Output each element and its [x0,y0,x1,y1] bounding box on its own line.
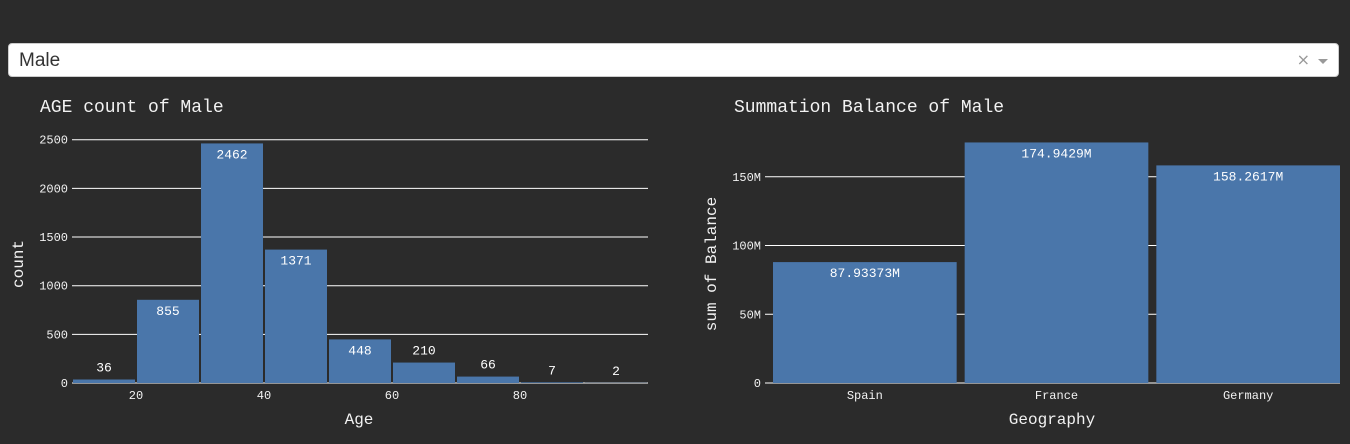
y-tick-label: 100M [732,240,761,254]
dropdown-selected-value: Male [19,50,61,71]
bar-value-label: 210 [412,344,435,359]
age-bar[interactable] [457,376,519,383]
age-bar[interactable] [137,299,199,383]
x-axis-title: Age [345,411,374,429]
y-axis-title: count [10,240,28,288]
age-count-chart: AGE count of Male Age count 36 855 2462 137… [10,98,648,429]
y-tick-label: 2500 [39,134,68,148]
age-bar[interactable] [265,249,327,383]
chevron-down-icon[interactable] [1318,59,1328,64]
bar-value-label: 2462 [216,147,247,162]
bar-value-label: 855 [156,304,179,319]
chart-title: AGE count of Male [40,98,224,118]
bar-value-label: 7 [548,363,556,378]
y-tick-label: 50M [739,308,761,322]
bar-value-label: 1371 [280,254,311,269]
x-axis-title: Geography [1009,411,1096,429]
gender-dropdown[interactable]: Male × [8,43,1339,77]
age-bar[interactable] [73,379,135,383]
bar-value-label: 158.2617M [1213,169,1283,184]
age-bar[interactable] [329,339,391,383]
x-tick-label: 60 [385,389,399,403]
bar-value-label: 2 [612,364,620,379]
y-tick-label: 500 [46,328,68,342]
y-tick-label: 0 [754,377,761,391]
y-tick-label: 0 [61,377,68,391]
x-tick-label: Germany [1223,389,1273,403]
clear-icon[interactable]: × [1296,50,1310,69]
bar-value-label: 66 [480,358,496,373]
bar-value-label: 36 [96,360,112,375]
y-tick-label: 1500 [39,231,68,245]
chart-title: Summation Balance of Male [734,98,1004,118]
x-tick-label: 20 [129,389,143,403]
x-tick-label: Spain [847,389,883,403]
bar-value-label: 87.93373M [830,266,900,281]
x-tick-label: 80 [513,389,527,403]
geography-bar[interactable] [964,142,1149,383]
y-tick-label: 2000 [39,182,68,196]
age-bar[interactable] [521,382,583,383]
bar-value-label: 448 [348,343,371,358]
age-bar[interactable] [393,362,455,383]
bar-value-label: 174.9429M [1021,146,1091,161]
y-tick-label: 1000 [39,280,68,294]
x-tick-label: France [1035,389,1078,403]
geography-bar[interactable] [1156,165,1340,383]
y-tick-label: 150M [732,171,761,185]
geography-bar[interactable] [773,262,957,383]
y-axis-title: sum of Balance [703,197,721,331]
age-bar[interactable] [201,143,263,383]
x-tick-label: 40 [257,389,271,403]
